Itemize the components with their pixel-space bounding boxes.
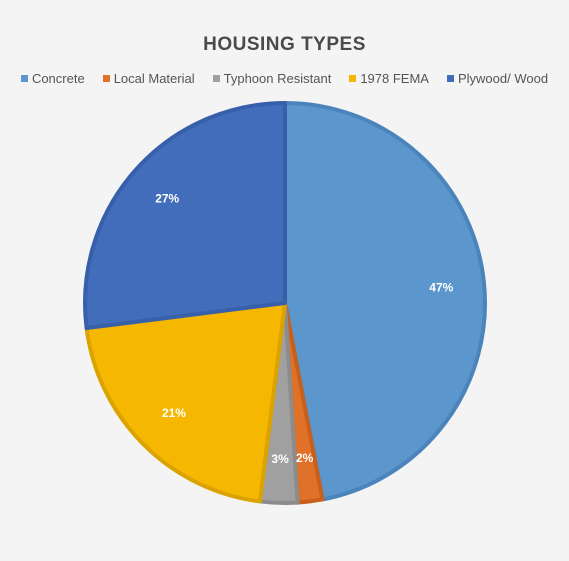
legend-swatch-local-material xyxy=(102,75,110,82)
legend-label-plywood-wood: Plywood/ Wood xyxy=(457,71,549,86)
pie-slice-concrete xyxy=(283,101,487,502)
legend-item-1978-fema: 1978 FEMA xyxy=(349,71,429,86)
legend-item-local-material: Local Material xyxy=(102,71,195,86)
legend-label-typhoon-resistant: Typhoon Resistant xyxy=(223,71,332,86)
data-label-concrete: 47% xyxy=(429,280,453,294)
legend-label-1978-fema: 1978 FEMA xyxy=(360,71,429,86)
legend-label-local-material: Local Material xyxy=(113,71,195,86)
legend-label-concrete: Concrete xyxy=(31,71,85,86)
legend-swatch-1978-fema xyxy=(349,75,357,82)
data-label-typhoon-resistant: 3% xyxy=(271,452,289,466)
pie-slice-plywood-wood xyxy=(83,101,287,331)
chart-legend: Concrete Local Material Typhoon Resistan… xyxy=(0,71,569,86)
chart-title: HOUSING TYPES xyxy=(203,34,366,55)
data-label-local-material: 2% xyxy=(296,451,314,465)
data-label-plywood-wood: 27% xyxy=(155,191,179,205)
pie-slice-1978-fema xyxy=(84,301,287,504)
data-label-1978-fema: 21% xyxy=(162,406,186,420)
legend-item-typhoon-resistant: Typhoon Resistant xyxy=(212,71,332,86)
legend-swatch-concrete xyxy=(20,75,28,82)
legend-item-plywood-wood: Plywood/ Wood xyxy=(446,71,549,86)
legend-swatch-typhoon-resistant xyxy=(212,75,220,82)
legend-item-concrete: Concrete xyxy=(20,71,85,86)
legend-swatch-plywood-wood xyxy=(446,75,454,82)
